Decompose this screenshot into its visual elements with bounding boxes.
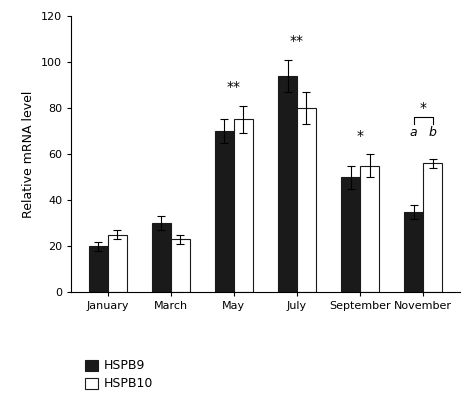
- Text: **: **: [290, 34, 304, 48]
- Bar: [278, 76, 297, 292]
- Legend: HSPB9, HSPB10: HSPB9, HSPB10: [85, 359, 153, 390]
- Bar: [89, 246, 108, 292]
- Y-axis label: Relative mRNA level: Relative mRNA level: [22, 90, 36, 218]
- Bar: [360, 166, 379, 292]
- Text: **: **: [227, 80, 241, 94]
- Bar: [215, 131, 234, 292]
- Bar: [152, 223, 171, 292]
- Bar: [423, 163, 442, 292]
- Bar: [171, 239, 190, 292]
- Bar: [341, 177, 360, 292]
- Bar: [297, 108, 316, 292]
- Text: b: b: [428, 126, 437, 139]
- Text: *: *: [419, 101, 427, 115]
- Bar: [404, 212, 423, 292]
- Bar: [234, 119, 253, 292]
- Bar: [108, 235, 127, 292]
- Text: a: a: [410, 126, 418, 139]
- Text: *: *: [356, 128, 364, 143]
